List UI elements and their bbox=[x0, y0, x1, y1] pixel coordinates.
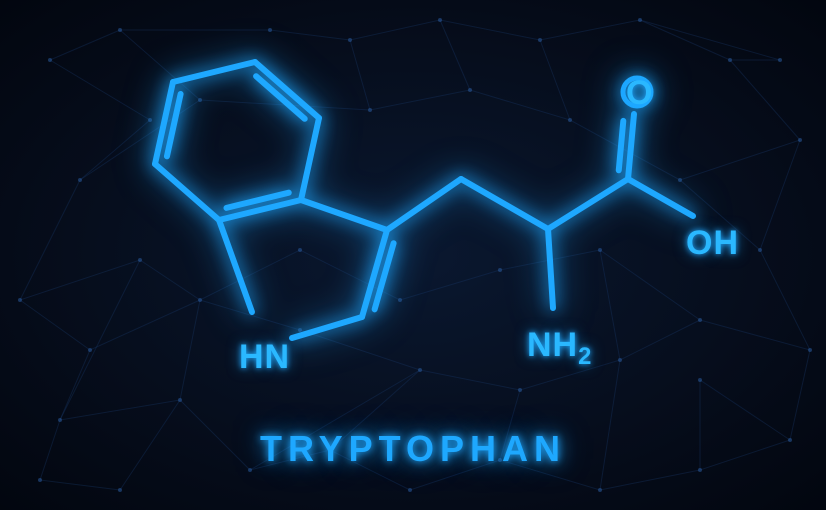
label-o: O bbox=[626, 74, 653, 113]
label-oh: OH bbox=[686, 224, 739, 263]
label-nh2: NH2 bbox=[527, 326, 592, 371]
label-hn: HN bbox=[239, 338, 290, 377]
diagram-stage: HN NH2 OH O TRYPTOPHAN bbox=[0, 0, 826, 510]
compound-title: TRYPTOPHAN bbox=[0, 428, 826, 470]
